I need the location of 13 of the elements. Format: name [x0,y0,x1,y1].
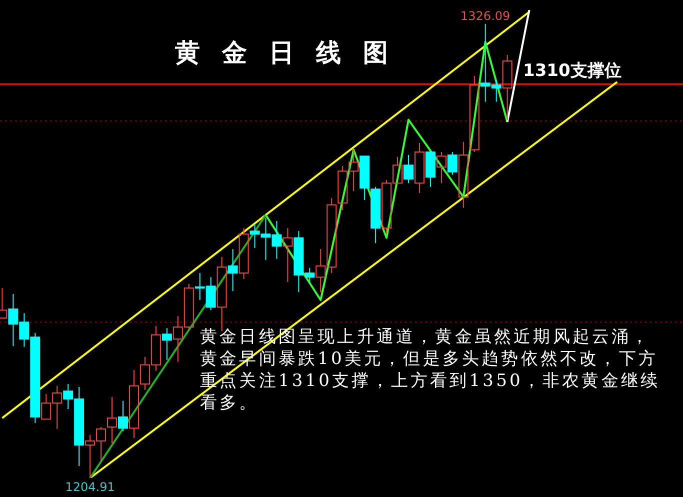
text: 黄金日线图 [175,37,410,69]
candlestick [238,228,249,280]
annotation: 1204.91 [65,480,115,494]
candlestick [502,54,512,120]
candlestick [282,228,293,283]
candlestick [107,396,118,444]
candlestick [128,370,139,438]
annotation: 1326.09 [460,8,510,23]
candlestick [228,248,238,292]
candlestick [458,141,468,208]
candlestick [414,142,424,194]
ref-line-label: 1310支撑位 [523,61,622,82]
candlestick [162,328,172,360]
